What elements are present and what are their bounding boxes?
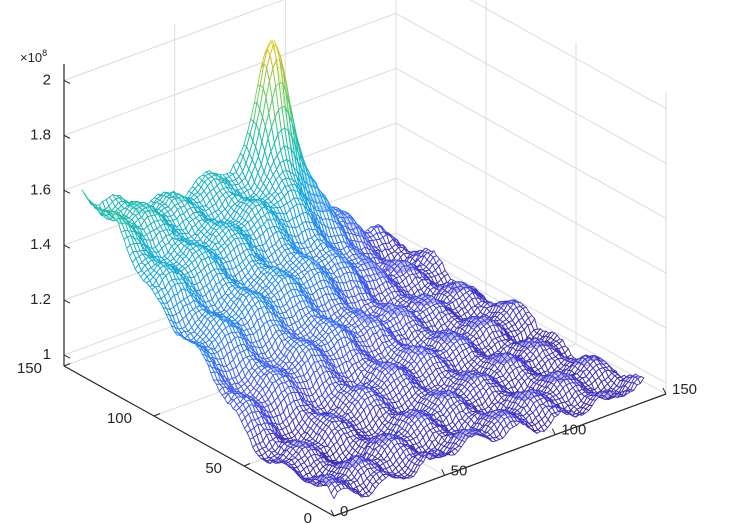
right-wall-grid-z xyxy=(395,177,667,329)
right-wall-grid-z xyxy=(469,0,667,109)
back-wall-grid-z xyxy=(63,12,397,136)
back-wall-grid-z xyxy=(63,67,397,191)
right-wall-grid-z xyxy=(395,12,667,164)
right-wall-grid-z xyxy=(395,67,667,219)
x-axis-line xyxy=(333,393,667,517)
y-axis-line xyxy=(63,365,335,517)
right-wall-grid-z xyxy=(395,232,667,384)
back-wall-grid-z xyxy=(63,0,285,81)
axis-lines xyxy=(63,64,667,517)
right-wall-grid-z xyxy=(395,122,667,274)
surface-mesh xyxy=(81,40,645,500)
